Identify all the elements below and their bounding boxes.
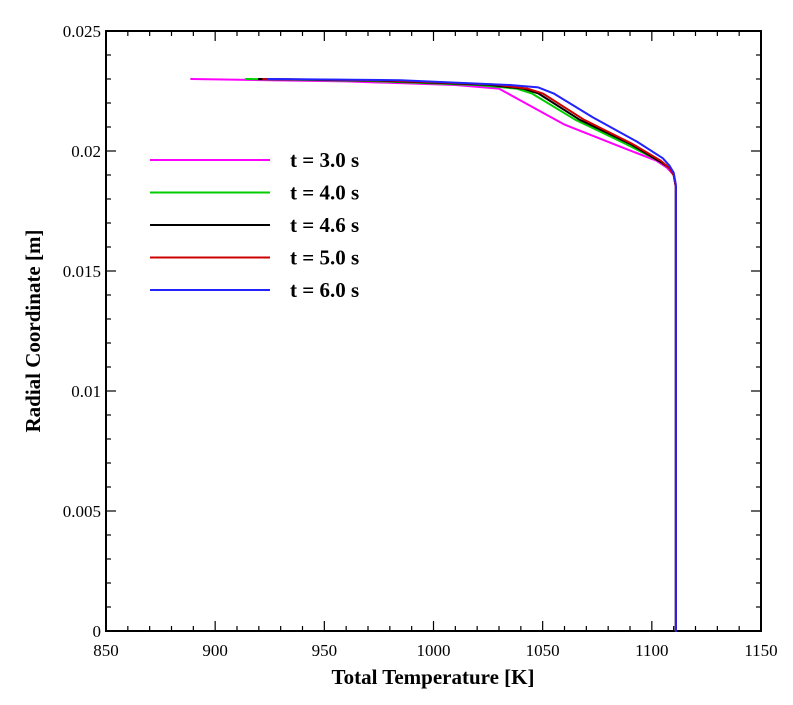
x-tick-label: 1100	[635, 641, 668, 660]
legend: t = 3.0 s t = 4.0 s t = 4.6 s t = 5.0 s t = …	[150, 148, 359, 302]
legend-label-3: t = 4.6 s	[290, 213, 359, 237]
legend-label-5: t = 6.0 s	[290, 278, 359, 302]
series-line-1	[190, 78, 677, 632]
legend-label-4: t = 5.0 s	[290, 246, 359, 270]
series-line-5	[266, 78, 677, 632]
x-tick-label: 1050	[526, 641, 560, 660]
legend-label-1: t = 3.0 s	[290, 148, 359, 172]
y-axis-title: Radial Coordinate [m]	[21, 230, 45, 433]
y-tick-label: 0.005	[63, 502, 101, 521]
x-axis-title: Total Temperature [K]	[332, 665, 535, 689]
legend-label-2: t = 4.0 s	[290, 181, 359, 205]
x-tick-label: 850	[93, 641, 119, 660]
x-tick-label: 1000	[417, 641, 451, 660]
x-tick-label: 900	[202, 641, 228, 660]
axis-tick-labels: 850 900 950 1000 1050 1100 1150 0 0.005 0.01 0.015…	[63, 22, 778, 660]
plot-frame	[105, 30, 762, 632]
y-tick-label: 0	[93, 622, 102, 641]
y-tick-label: 0.015	[63, 262, 101, 281]
x-tick-label: 950	[312, 641, 338, 660]
series-layer	[190, 78, 677, 632]
axis-ticks	[105, 30, 762, 632]
x-tick-label: 1150	[744, 641, 777, 660]
y-tick-label: 0.025	[63, 22, 101, 41]
y-tick-label: 0.02	[71, 142, 101, 161]
y-tick-label: 0.01	[71, 382, 101, 401]
